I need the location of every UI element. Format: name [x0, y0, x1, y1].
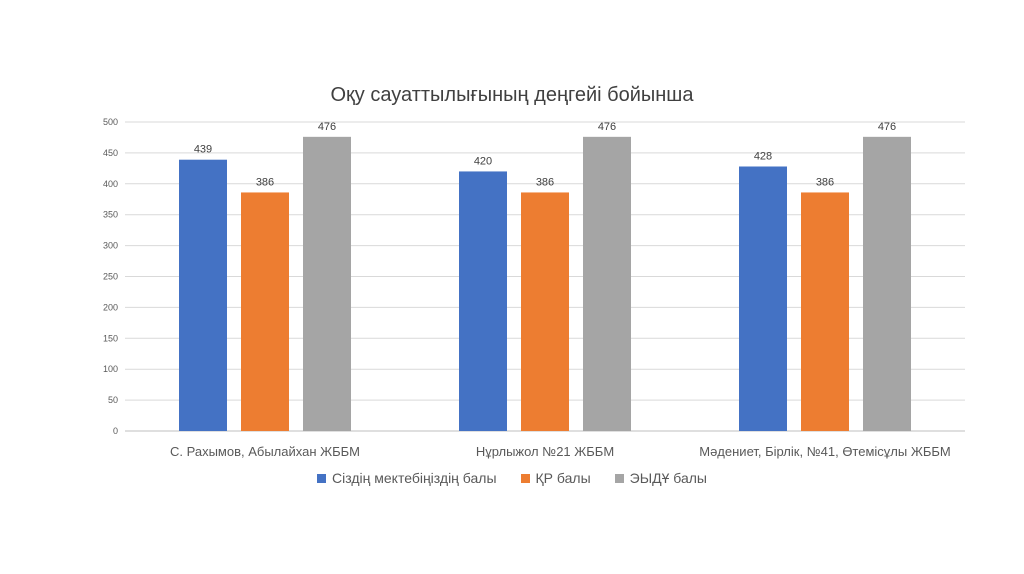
bar	[583, 136, 631, 431]
data-label: 386	[536, 176, 554, 188]
data-label: 439	[194, 144, 212, 156]
chart-title: Оқу сауаттылығының деңгейі бойынша	[330, 84, 694, 106]
y-tick-label: 400	[103, 179, 118, 189]
y-tick-label: 100	[103, 364, 118, 374]
data-label: 386	[256, 176, 274, 188]
legend-label-kz: ҚР балы	[535, 470, 591, 486]
bar	[459, 171, 507, 431]
legend-item-oecd: ЭЫДҰ балы	[614, 470, 707, 486]
data-label: 428	[754, 150, 772, 162]
bar	[739, 166, 787, 431]
y-tick-label: 200	[103, 302, 118, 312]
bar	[801, 192, 849, 431]
data-label: 476	[878, 121, 896, 133]
bar	[303, 136, 351, 431]
data-label: 476	[598, 121, 616, 133]
y-tick-label: 350	[103, 210, 118, 220]
bar	[241, 192, 289, 431]
x-tick-label: С. Рахымов, Абылайхан ЖББМ	[170, 444, 360, 459]
legend-label-oecd: ЭЫДҰ балы	[629, 470, 707, 486]
x-tick-label: Мәдениет, Бірлік, №41, Өтемісұлы ЖББМ	[699, 444, 950, 459]
legend-swatch-oecd	[614, 473, 624, 483]
bar	[521, 192, 569, 431]
bar	[179, 159, 227, 431]
bar	[863, 136, 911, 431]
legend-item-kz: ҚР балы	[520, 470, 591, 486]
y-tick-label: 150	[103, 333, 118, 343]
y-tick-label: 50	[108, 395, 118, 405]
y-tick-label: 500	[103, 117, 118, 127]
y-tick-label: 450	[103, 148, 118, 158]
y-tick-label: 250	[103, 272, 118, 282]
legend-swatch-kz	[520, 473, 530, 483]
y-tick-label: 0	[113, 426, 118, 436]
legend: Сіздің мектебіңіздің балы ҚР балы ЭЫДҰ б…	[0, 470, 1024, 486]
data-label: 386	[816, 176, 834, 188]
data-label: 420	[474, 155, 492, 167]
y-tick-label: 300	[103, 241, 118, 251]
legend-swatch-school	[317, 473, 327, 483]
data-label: 476	[318, 121, 336, 133]
legend-label-school: Сіздің мектебіңіздің балы	[332, 470, 497, 486]
legend-item-school: Сіздің мектебіңіздің балы	[317, 470, 497, 486]
x-tick-label: Нұрлыжол №21 ЖББМ	[476, 444, 614, 459]
